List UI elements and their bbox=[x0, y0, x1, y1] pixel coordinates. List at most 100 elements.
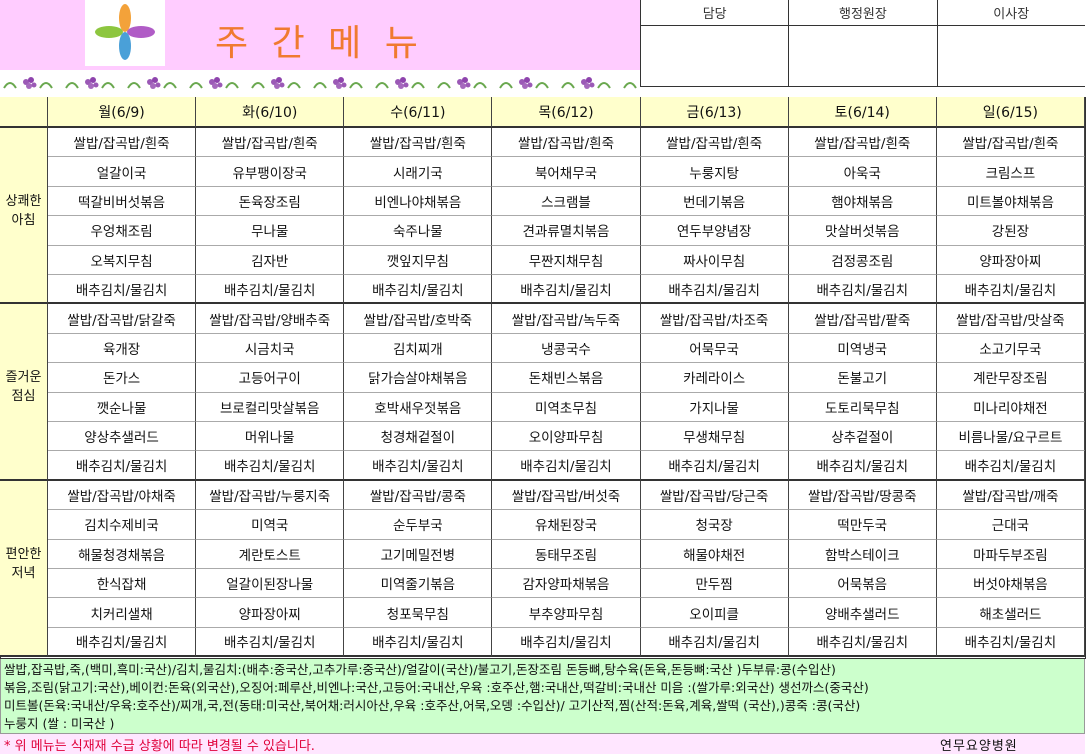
menu-item: 시금치국 bbox=[196, 333, 345, 364]
menu-item: 머위나물 bbox=[196, 422, 345, 452]
menu-item: 청경채겉절이 bbox=[344, 422, 493, 452]
menu-item: 브로컬리맛살볶음 bbox=[196, 392, 345, 422]
menu-item: 배추김치/물김치 bbox=[640, 627, 789, 658]
menu-item: 배추김치/물김치 bbox=[196, 275, 345, 305]
menu-item: 오이양파무침 bbox=[492, 422, 641, 452]
meal-label: 즐거운 점심 bbox=[0, 304, 48, 481]
menu-item: 해물청경채볶음 bbox=[48, 539, 197, 569]
menu-item: 상추겉절이 bbox=[788, 422, 937, 452]
day-header: 화(6/10) bbox=[196, 97, 345, 128]
menu-item: 김치수제비국 bbox=[48, 510, 197, 540]
menu-item: 스크램블 bbox=[492, 186, 641, 217]
menu-item: 무생채무침 bbox=[640, 422, 789, 452]
menu-item: 배추김치/물김치 bbox=[48, 275, 197, 305]
day-header: 수(6/11) bbox=[344, 97, 493, 128]
menu-item: 유부팽이장국 bbox=[196, 157, 345, 187]
menu-item: 양파장아찌 bbox=[196, 598, 345, 628]
corner-cell bbox=[0, 97, 48, 128]
menu-item: 깻순나물 bbox=[48, 392, 197, 422]
menu-item: 배추김치/물김치 bbox=[640, 275, 789, 305]
menu-item: 배추김치/물김치 bbox=[936, 627, 1085, 658]
approval-label: 담당 bbox=[640, 0, 789, 26]
menu-item: 돈불고기 bbox=[788, 363, 937, 393]
menu-item: 부추양파무침 bbox=[492, 598, 641, 628]
menu-item: 쌀밥/잡곡밥/당근죽 bbox=[640, 480, 789, 511]
menu-item: 미역냉국 bbox=[788, 333, 937, 364]
menu-item: 배추김치/물김치 bbox=[48, 451, 197, 481]
menu-item: 돈채빈스볶음 bbox=[492, 363, 641, 393]
menu-item: 우엉채조림 bbox=[48, 216, 197, 246]
menu-item: 오복지무침 bbox=[48, 245, 197, 275]
menu-item: 미트볼야채볶음 bbox=[936, 186, 1085, 217]
menu-item: 고기메밀전병 bbox=[344, 539, 493, 569]
menu-item: 쌀밥/잡곡밥/흰죽 bbox=[344, 128, 493, 158]
menu-item: 어묵무국 bbox=[640, 333, 789, 364]
menu-item: 양파장아찌 bbox=[936, 245, 1085, 275]
menu-item: 비름나물/요구르트 bbox=[936, 422, 1085, 452]
menu-item: 쌀밥/잡곡밥/흰죽 bbox=[640, 128, 789, 158]
menu-item: 양배추샐러드 bbox=[788, 598, 937, 628]
meal-label: 편안한 저녁 bbox=[0, 480, 48, 658]
page-title: 주 간 메 뉴 bbox=[215, 23, 424, 64]
menu-item: 쌀밥/잡곡밥/흰죽 bbox=[936, 128, 1085, 158]
menu-item: 쌀밥/잡곡밥/녹두죽 bbox=[492, 304, 641, 334]
menu-item: 햄야채볶음 bbox=[788, 186, 937, 217]
day-header: 토(6/14) bbox=[788, 97, 937, 128]
menu-item: 돈육장조림 bbox=[196, 186, 345, 217]
menu-item: 치커리샐채 bbox=[48, 598, 197, 628]
menu-item: 배추김치/물김치 bbox=[936, 275, 1085, 305]
menu-item: 배추김치/물김치 bbox=[344, 275, 493, 305]
origin-line: 누룽지 (쌀 : 미국산 ) bbox=[4, 716, 115, 731]
menu-item: 김치찌개 bbox=[344, 333, 493, 364]
approval-sign bbox=[936, 26, 1085, 87]
menu-item: 쌀밥/잡곡밥/땅콩죽 bbox=[788, 480, 937, 511]
approval-sign bbox=[640, 26, 789, 87]
menu-item: 배추김치/물김치 bbox=[788, 451, 937, 481]
menu-item: 냉콩국수 bbox=[492, 333, 641, 364]
menu-item: 배추김치/물김치 bbox=[196, 627, 345, 658]
menu-item: 배추김치/물김치 bbox=[640, 451, 789, 481]
menu-item: 떡만두국 bbox=[788, 510, 937, 540]
menu-item: 오이피클 bbox=[640, 598, 789, 628]
menu-item: 배추김치/물김치 bbox=[344, 451, 493, 481]
menu-item: 무나물 bbox=[196, 216, 345, 246]
menu-item: 도토리묵무침 bbox=[788, 392, 937, 422]
menu-item: 배추김치/물김치 bbox=[196, 451, 345, 481]
menu-item: 쌀밥/잡곡밥/맛살죽 bbox=[936, 304, 1085, 334]
menu-item: 쌀밥/잡곡밥/흰죽 bbox=[492, 128, 641, 158]
menu-item: 계란토스트 bbox=[196, 539, 345, 569]
menu-item: 청포묵무침 bbox=[344, 598, 493, 628]
menu-item: 견과류멸치볶음 bbox=[492, 216, 641, 246]
menu-item: 가지나물 bbox=[640, 392, 789, 422]
menu-item: 감자양파채볶음 bbox=[492, 569, 641, 599]
approval-sign bbox=[788, 26, 937, 87]
menu-item: 미역초무침 bbox=[492, 392, 641, 422]
menu-item: 검정콩조림 bbox=[788, 245, 937, 275]
menu-item: 쌀밥/잡곡밥/닭갈죽 bbox=[48, 304, 197, 334]
menu-item: 쌀밥/잡곡밥/호박죽 bbox=[344, 304, 493, 334]
logo bbox=[85, 0, 165, 66]
menu-item: 쌀밥/잡곡밥/흰죽 bbox=[196, 128, 345, 158]
menu-item: 근대국 bbox=[936, 510, 1085, 540]
menu-item: 배추김치/물김치 bbox=[492, 627, 641, 658]
menu-item: 쌀밥/잡곡밥/양배추죽 bbox=[196, 304, 345, 334]
meal-label: 상쾌한 아침 bbox=[0, 128, 48, 305]
menu-item: 김자반 bbox=[196, 245, 345, 275]
menu-item: 얼갈이국 bbox=[48, 157, 197, 187]
menu-item: 배추김치/물김치 bbox=[936, 451, 1085, 481]
day-header: 목(6/12) bbox=[492, 97, 641, 128]
origin-line: 볶음,조림(닭고기:국산),베이컨:돈육(외국산),오징어:페루산,비엔나:국산… bbox=[4, 680, 869, 695]
menu-item: 해초샐러드 bbox=[936, 598, 1085, 628]
menu-item: 북어채무국 bbox=[492, 157, 641, 187]
origin-box: 쌀밥,잡곡밥,죽,(백미,흑미:국산)/김치,물김치:(배추:중국산,고추가루:… bbox=[0, 658, 1085, 734]
menu-item: 숙주나물 bbox=[344, 216, 493, 246]
notice-band bbox=[0, 734, 1085, 754]
menu-item: 크림스프 bbox=[936, 157, 1085, 187]
menu-item: 비엔나야채볶음 bbox=[344, 186, 493, 217]
menu-item: 배추김치/물김치 bbox=[492, 451, 641, 481]
menu-item: 쌀밥/잡곡밥/흰죽 bbox=[788, 128, 937, 158]
menu-item: 깻잎지무침 bbox=[344, 245, 493, 275]
menu-item: 쌀밥/잡곡밥/버섯죽 bbox=[492, 480, 641, 511]
origin-line: 쌀밥,잡곡밥,죽,(백미,흑미:국산)/김치,물김치:(배추:중국산,고추가루:… bbox=[4, 662, 836, 677]
